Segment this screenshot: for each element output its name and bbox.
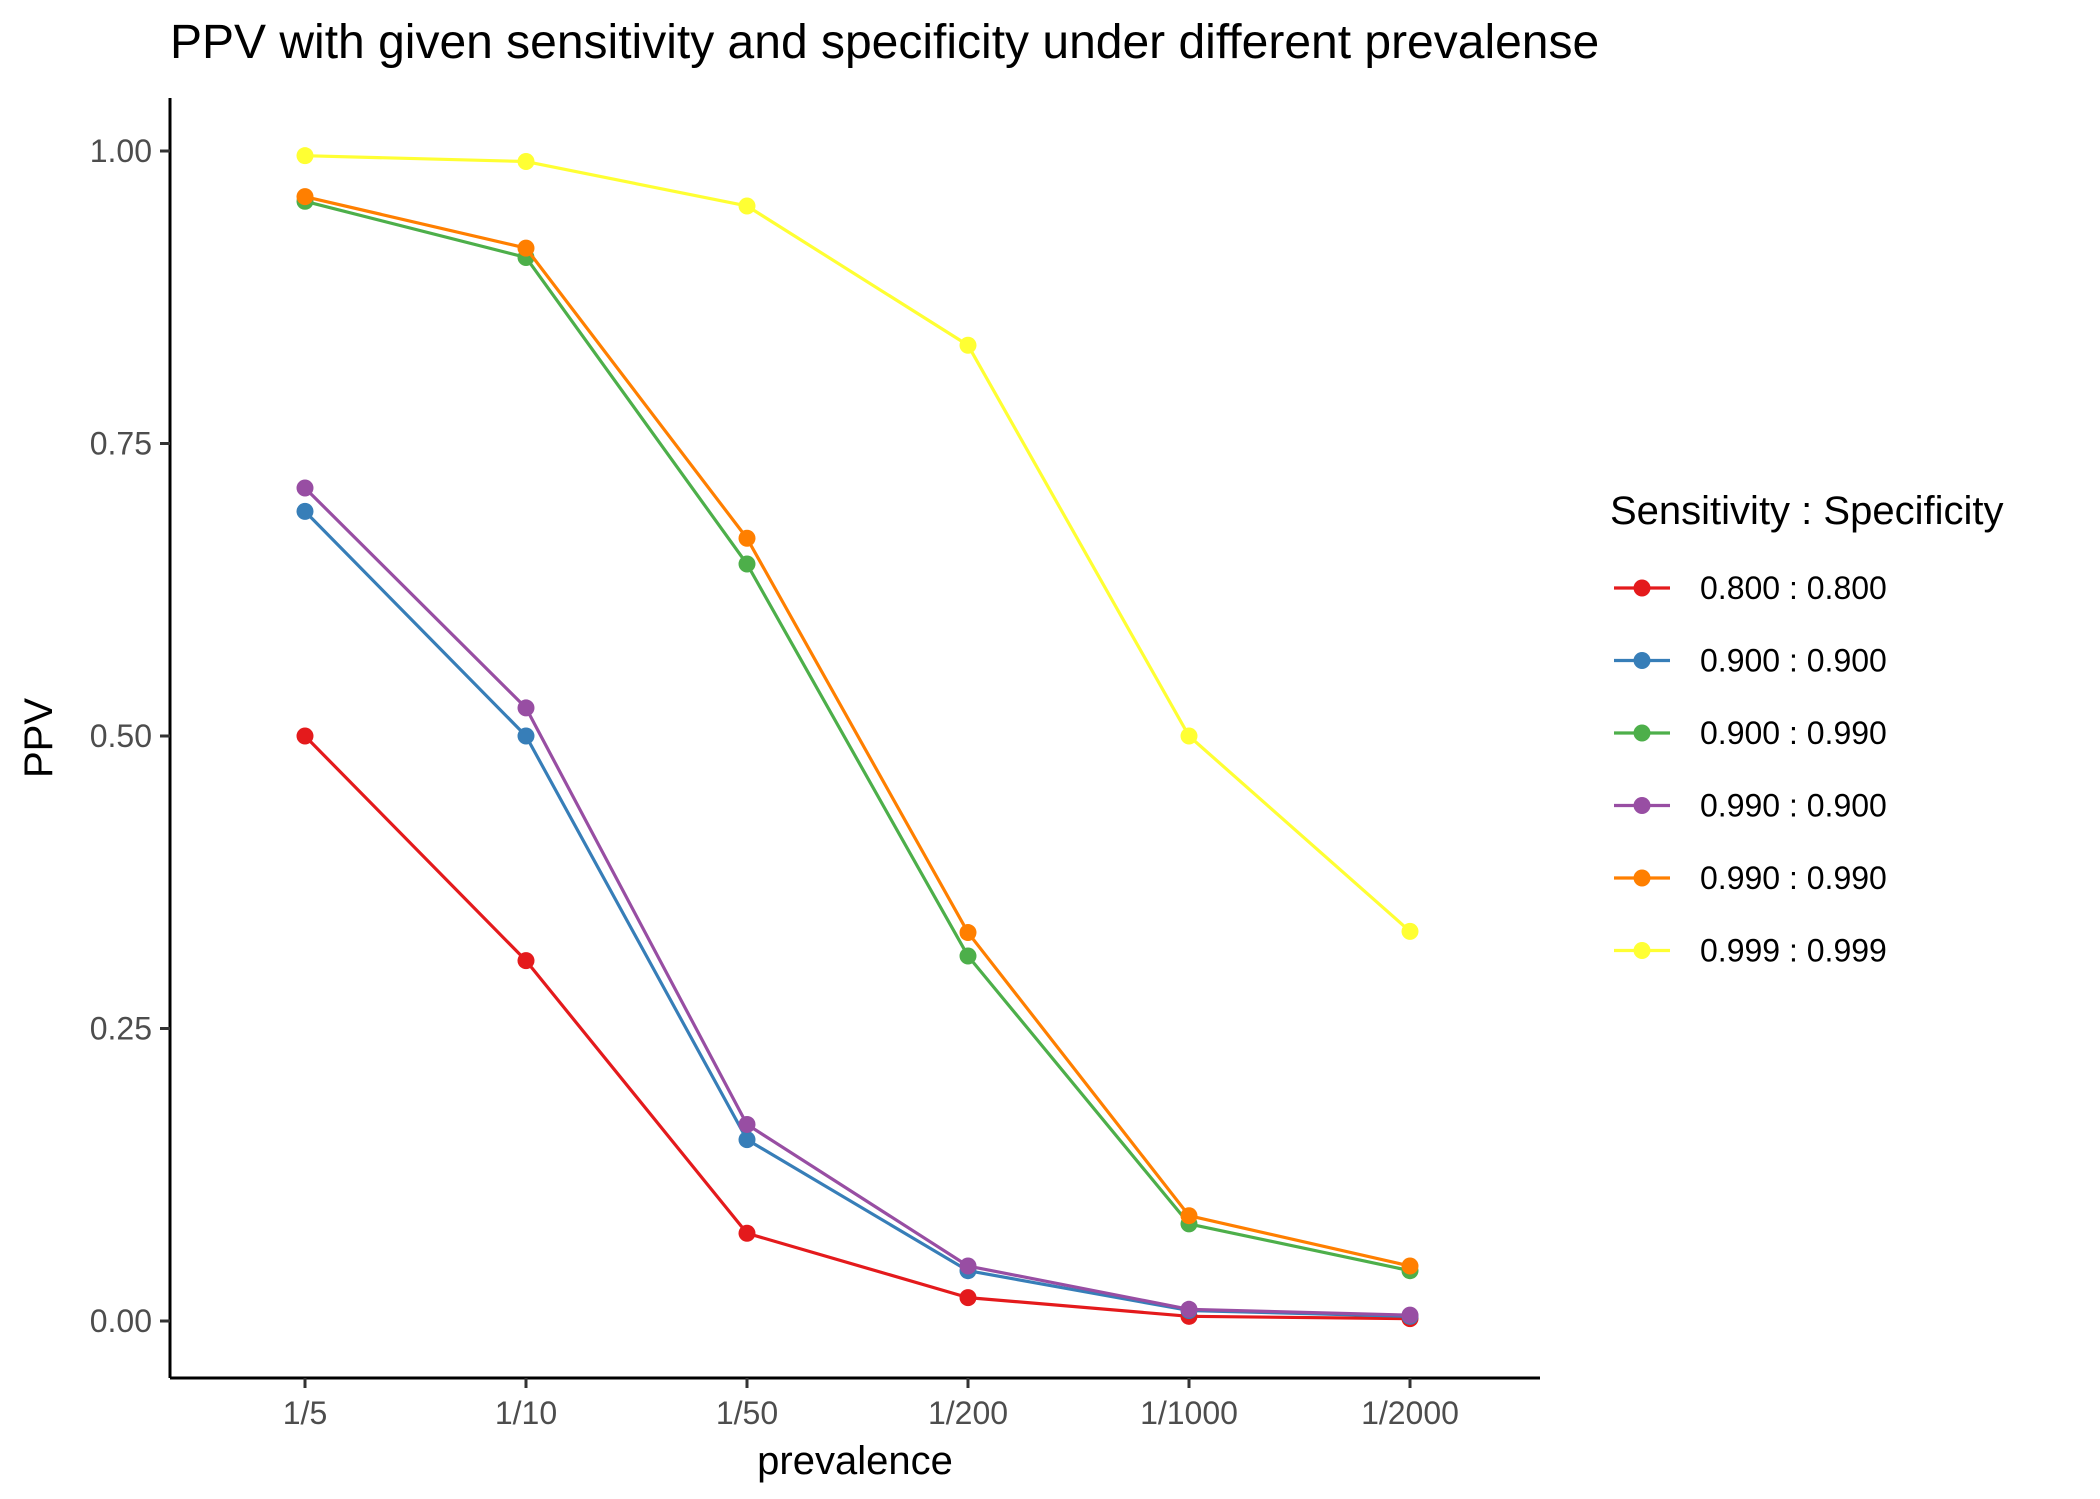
- y-axis-title: PPV: [17, 698, 61, 778]
- legend-item: 0.900 : 0.990: [1614, 715, 1887, 751]
- legend-items: 0.800 : 0.800 0.900 : 0.900 0.900 : 0.990 0…: [1614, 570, 1887, 969]
- legend-label: 0.990 : 0.900: [1700, 788, 1887, 824]
- series-0-990-0-990: [296, 188, 1419, 1275]
- series-line: [304, 199, 1411, 1273]
- series-line: [303, 486, 1411, 1317]
- x-tick-label: 1/50: [716, 1395, 778, 1431]
- x-axis-ticks: 1/5 1/10 1/50 1/200 1/1000 1/2000: [283, 1378, 1459, 1431]
- legend-label: 0.900 : 0.990: [1700, 715, 1887, 751]
- x-axis-title: prevalence: [757, 1439, 953, 1483]
- legend-item: 0.900 : 0.900: [1614, 643, 1887, 679]
- data-point: [959, 924, 977, 942]
- data-point: [959, 947, 977, 965]
- data-point: [738, 555, 756, 573]
- data-point: [296, 727, 314, 745]
- legend-label: 0.990 : 0.990: [1700, 860, 1887, 896]
- x-tick-label: 1/1000: [1140, 1395, 1238, 1431]
- series-0-999-0-999: [296, 147, 1419, 940]
- y-axis-ticks: 0.00 0.25 0.50 0.75 1.00: [90, 133, 170, 1339]
- data-point: [959, 1257, 977, 1275]
- legend-key-point: [1633, 724, 1651, 742]
- data-point: [738, 197, 756, 215]
- y-tick-label: 0.00: [90, 1303, 152, 1339]
- x-tick-label: 1/200: [928, 1395, 1008, 1431]
- data-point: [517, 952, 535, 970]
- data-point: [517, 699, 535, 717]
- legend-label: 0.800 : 0.800: [1700, 570, 1887, 606]
- data-point: [1401, 1306, 1419, 1324]
- data-point: [1401, 922, 1419, 940]
- legend-key-point: [1633, 797, 1651, 814]
- data-point: [738, 1115, 756, 1133]
- series-line: [304, 154, 1412, 933]
- y-tick-label: 0.50: [90, 718, 152, 754]
- x-tick-label: 1/2000: [1361, 1395, 1459, 1431]
- chart-title: PPV with given sensitivity and specifici…: [170, 16, 1599, 69]
- legend-label: 0.999 : 0.999: [1700, 933, 1887, 969]
- y-tick-label: 0.75: [90, 426, 152, 462]
- data-point: [959, 1289, 977, 1307]
- y-tick-label: 0.25: [90, 1011, 152, 1047]
- legend-key-point: [1633, 579, 1651, 597]
- series-layer: [296, 147, 1419, 1328]
- data-point: [517, 239, 535, 257]
- data-point: [296, 502, 314, 520]
- data-point: [296, 147, 314, 165]
- legend-title: Sensitivity : Specificity: [1610, 489, 2003, 533]
- data-point: [517, 727, 535, 745]
- legend-key-point: [1633, 652, 1651, 669]
- x-tick-label: 1/5: [283, 1395, 327, 1431]
- x-tick-label: 1/10: [495, 1395, 557, 1431]
- legend-label: 0.900 : 0.900: [1700, 643, 1887, 679]
- data-point: [738, 1131, 756, 1149]
- data-point: [738, 529, 756, 547]
- data-point: [738, 1224, 756, 1242]
- series-line: [303, 734, 1411, 1321]
- plot-area: 0.00 0.25 0.50 0.75 1.00 1/5 1/10 1/50 1/200 1/1…: [90, 98, 1540, 1431]
- legend-key-point: [1633, 942, 1651, 959]
- legend-item: 0.990 : 0.900: [1614, 788, 1887, 824]
- data-point: [296, 479, 314, 497]
- y-tick-label: 1.00: [90, 133, 152, 169]
- legend-item: 0.990 : 0.990: [1614, 860, 1887, 896]
- legend: Sensitivity : Specificity 0.800 : 0.8000…: [1610, 489, 2003, 969]
- data-point: [1401, 1257, 1419, 1275]
- data-point: [517, 153, 535, 171]
- data-point: [1180, 1300, 1198, 1318]
- data-point: [1180, 727, 1198, 745]
- series-line: [304, 195, 1411, 1268]
- data-point: [959, 336, 977, 354]
- legend-item: 0.999 : 0.999: [1614, 933, 1887, 969]
- legend-key-point: [1633, 869, 1651, 887]
- data-point: [296, 188, 314, 206]
- legend-item: 0.800 : 0.800: [1614, 570, 1887, 606]
- data-point: [1180, 1207, 1198, 1225]
- series-0-990-0-900: [296, 479, 1419, 1324]
